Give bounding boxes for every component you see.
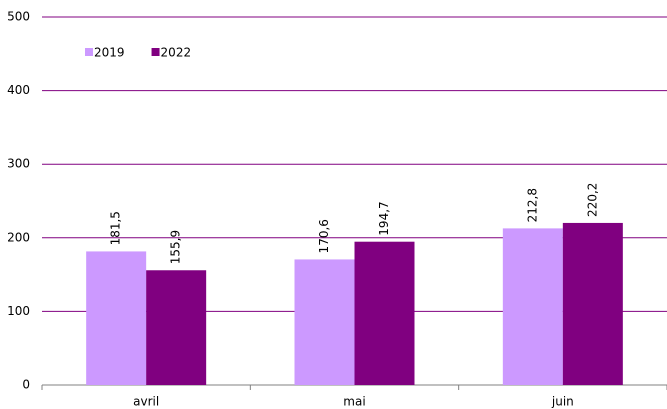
data-label: 212,8 [525, 188, 539, 222]
legend: 2019 2022 [85, 46, 191, 60]
bar [86, 251, 147, 385]
y-tick-label: 0 [22, 378, 30, 392]
bar [502, 228, 563, 385]
data-label: 170,6 [317, 219, 331, 253]
data-label: 220,2 [585, 183, 599, 217]
legend-swatch [151, 48, 160, 56]
y-tick-label: 500 [7, 10, 30, 24]
y-tick-label: 100 [7, 304, 30, 318]
data-label: 181,5 [109, 211, 123, 245]
y-tick-label: 400 [7, 83, 30, 97]
legend-label: 2019 [94, 46, 125, 60]
y-tick-label: 200 [7, 230, 30, 244]
data-label: 155,9 [169, 230, 183, 264]
data-label: 194,7 [377, 201, 391, 235]
bar [562, 222, 623, 385]
y-tick-label: 300 [7, 157, 30, 171]
x-tick-label: mai [343, 395, 365, 409]
legend-swatch [85, 48, 93, 56]
legend-label: 2022 [161, 46, 192, 60]
bar [294, 259, 355, 385]
bar [354, 241, 415, 385]
bar [146, 270, 207, 385]
x-tick-label: avril [133, 395, 159, 409]
x-tick-label: juin [551, 395, 574, 409]
